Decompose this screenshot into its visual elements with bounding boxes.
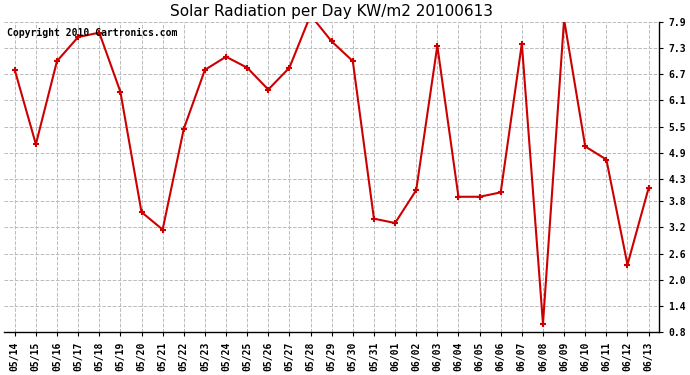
Title: Solar Radiation per Day KW/m2 20100613: Solar Radiation per Day KW/m2 20100613 (170, 4, 493, 19)
Text: Copyright 2010 Cartronics.com: Copyright 2010 Cartronics.com (8, 28, 178, 38)
